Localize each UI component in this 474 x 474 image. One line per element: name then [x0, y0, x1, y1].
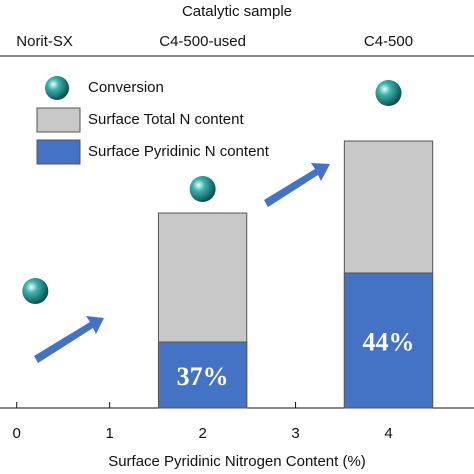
- bar-label: 44%: [362, 327, 414, 356]
- legend-swatch: [36, 107, 81, 133]
- x-tick-label: 4: [384, 425, 392, 442]
- arrow: [34, 316, 104, 363]
- top-tick-label: C4-500-used: [159, 33, 246, 50]
- x-tick-label: 1: [105, 425, 113, 442]
- legend-label: Conversion: [88, 79, 164, 96]
- legend-marker: [45, 76, 69, 100]
- scatter-point: [189, 176, 216, 202]
- arrow: [264, 163, 330, 207]
- x-tick-label: 3: [291, 425, 299, 442]
- x-tick-label: 2: [198, 425, 206, 442]
- top-tick-label: Norit-SX: [16, 33, 73, 50]
- top-tick-label: C4-500: [364, 33, 413, 50]
- bar-label: 37%: [177, 362, 229, 391]
- legend-label: Surface Pyridinic N content: [88, 143, 270, 160]
- bar: [157, 341, 248, 409]
- scatter-point: [22, 278, 49, 304]
- legend-label: Surface Total N content: [88, 111, 244, 128]
- x-axis-label: Surface Pyridinic Nitrogen Content (%): [108, 453, 366, 470]
- scatter-point: [375, 80, 402, 106]
- legend: Conversion Surface Total N content Surface…: [36, 76, 270, 165]
- legend-swatch: [36, 139, 81, 165]
- x-tick-label: 0: [13, 425, 21, 442]
- top-axis-label: Catalytic sample: [182, 3, 292, 20]
- bar: [343, 272, 434, 409]
